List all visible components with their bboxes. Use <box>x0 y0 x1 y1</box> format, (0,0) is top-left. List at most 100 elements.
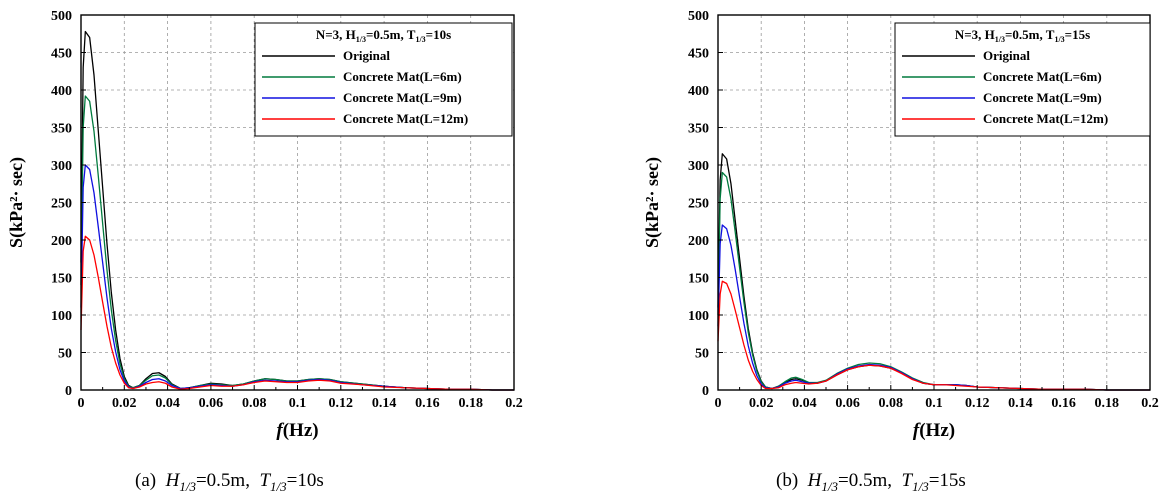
x-tick-label: 0.2 <box>505 396 523 411</box>
chart-b: 0 0.02 0.04 0.06 0.08 0.1 0.12 0.14 0.16 0.18 0.2 0… <box>642 9 1159 441</box>
x-tick-label: 0.12 <box>965 396 990 411</box>
x-axis-title: f(Hz) <box>913 420 955 441</box>
y-tick-label: 100 <box>688 309 709 324</box>
legend-title-t-sub: 1/3 <box>1054 35 1064 44</box>
x-tick-label: 0.18 <box>1095 396 1120 411</box>
caption-b-h-value: =0.5m, <box>838 470 893 491</box>
x-tick-label: 0.04 <box>792 396 817 411</box>
series-line-3 <box>717 280 1150 391</box>
caption-a-h-symbol: H <box>165 470 180 491</box>
caption-a-t-sub: 1/3 <box>270 478 287 494</box>
x-tick-label: 0.06 <box>835 396 860 411</box>
y-tick-label: 350 <box>688 122 709 137</box>
y-tick-label: 200 <box>688 234 709 249</box>
y-tick-label: 50 <box>695 347 709 362</box>
caption-b-t-symbol: T <box>901 470 913 491</box>
x-tick-label: 0 <box>715 396 722 411</box>
y-tick-label: 250 <box>51 197 72 212</box>
x-tick-label: 0.16 <box>415 396 440 411</box>
legend-title-t-val: =15s <box>1065 27 1090 42</box>
x-tick-label: 0 <box>78 396 85 411</box>
x-tick-label: 0.14 <box>1008 396 1033 411</box>
y-tick-label: 150 <box>688 272 709 287</box>
y-tick-label: 0 <box>702 384 709 399</box>
x-tick-label: 0.12 <box>329 396 354 411</box>
x-axis-title-unit: (Hz) <box>919 420 955 441</box>
y-tick-label: 500 <box>688 9 709 24</box>
x-axis-title-symbol: f <box>276 420 284 441</box>
legend-label-1: Concrete Mat(L=6m) <box>343 69 462 84</box>
caption-a-t-value: =10s <box>286 470 324 491</box>
x-tick-label: 0.2 <box>1141 396 1159 411</box>
legend-label-0: Original <box>983 48 1030 63</box>
x-tick-label: 0.1 <box>925 396 943 411</box>
y-tick-label: 450 <box>51 47 72 62</box>
legend-label-3: Concrete Mat(L=12m) <box>983 111 1108 126</box>
caption-b-prefix: (b) <box>776 470 799 491</box>
legend-label-2: Concrete Mat(L=9m) <box>983 90 1102 105</box>
caption-a-prefix: (a) <box>135 470 157 491</box>
x-axis-title-symbol: f <box>913 420 921 441</box>
legend-title-t-val: =10s <box>426 27 451 42</box>
caption-a: (a) H1/3=0.5m, T1/3=10s <box>135 470 324 495</box>
legend-box <box>254 22 513 137</box>
legend-label-0: Original <box>343 48 390 63</box>
y-axis-title: S(kPa²· sec) <box>6 157 27 248</box>
y-tick-label: 200 <box>51 234 72 249</box>
caption-b-h-sub: 1/3 <box>821 478 839 494</box>
y-tick-label: 500 <box>51 9 72 24</box>
legend-title-t: T <box>407 27 416 42</box>
x-tick-label: 0.16 <box>1051 396 1076 411</box>
x-axis-title: f(Hz) <box>276 420 318 441</box>
x-tick-label: 0.1 <box>289 396 307 411</box>
y-tick-label: 100 <box>51 309 72 324</box>
y-axis-title: S(kPa²· sec) <box>642 157 663 248</box>
legend-title-h-val: =0.5m, <box>366 27 407 42</box>
x-axis-title-unit: (Hz) <box>283 420 319 441</box>
y-tick-label: 150 <box>51 272 72 287</box>
caption-b-h-symbol: H <box>807 470 822 491</box>
x-tick-label: 0.14 <box>372 396 397 411</box>
x-tick-label: 0.08 <box>879 396 904 411</box>
y-tick-label: 450 <box>688 47 709 62</box>
caption-b-t-value: =15s <box>928 470 966 491</box>
x-tick-label: 0.06 <box>199 396 224 411</box>
caption-b-t-sub: 1/3 <box>912 478 929 494</box>
legend-label-1: Concrete Mat(L=6m) <box>983 69 1102 84</box>
caption-a-t-symbol: T <box>259 470 271 491</box>
legend-title-t-sub: 1/3 <box>415 35 425 44</box>
legend-title-h-sub: 1/3 <box>995 35 1005 44</box>
x-tick-label: 0.02 <box>112 396 137 411</box>
x-tick-label: 0.18 <box>458 396 483 411</box>
legend-label-3: Concrete Mat(L=12m) <box>343 111 468 126</box>
y-tick-label: 0 <box>65 384 72 399</box>
y-tick-label: 400 <box>688 84 709 99</box>
y-tick-label: 50 <box>58 347 72 362</box>
legend-title: N=3, H1/3=0.5m, T1/3=10s <box>316 27 451 44</box>
caption-a-h-sub: 1/3 <box>179 478 196 494</box>
legend-title-h: H <box>346 27 356 42</box>
series-line-3 <box>80 235 514 391</box>
legend-title-h-sub: 1/3 <box>356 35 366 44</box>
legend-box <box>894 22 1151 137</box>
legend: N=3, H1/3=0.5m, T1/3=15sOriginalConcrete… <box>894 22 1151 137</box>
legend-title-h: H <box>985 27 995 42</box>
x-tick-label: 0.02 <box>749 396 774 411</box>
caption-b: (b) H1/3=0.5m, T1/3=15s <box>776 470 966 495</box>
legend-label-2: Concrete Mat(L=9m) <box>343 90 462 105</box>
y-tick-label: 300 <box>688 159 709 174</box>
legend-title-n: N=3, <box>316 27 346 42</box>
legend-title-t: T <box>1046 27 1055 42</box>
legend: N=3, H1/3=0.5m, T1/3=10sOriginalConcrete… <box>254 22 513 137</box>
legend-title-h-val: =0.5m, <box>1005 27 1046 42</box>
caption-a-h-value: =0.5m, <box>195 470 250 491</box>
legend-title-n: N=3, <box>955 27 985 42</box>
x-tick-label: 0.08 <box>242 396 267 411</box>
legend-title: N=3, H1/3=0.5m, T1/3=15s <box>955 27 1090 44</box>
y-tick-label: 300 <box>51 159 72 174</box>
y-tick-label: 400 <box>51 84 72 99</box>
y-tick-label: 350 <box>51 122 72 137</box>
x-tick-label: 0.04 <box>155 396 180 411</box>
chart-a: 0 0.02 0.04 0.06 0.08 0.1 0.12 0.14 0.16 0.18 0.2 0… <box>6 9 523 441</box>
